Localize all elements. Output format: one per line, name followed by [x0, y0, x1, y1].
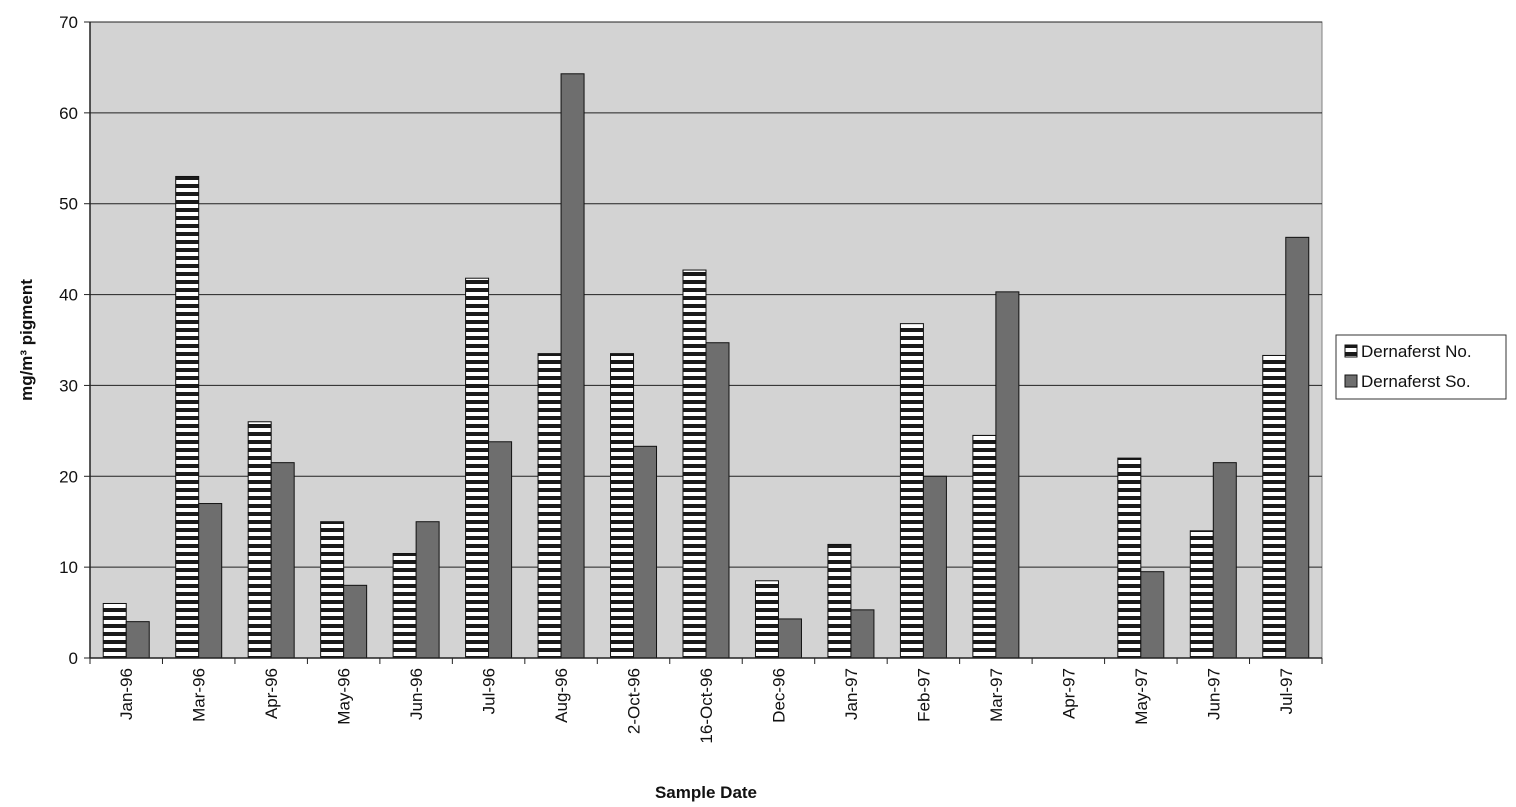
bar-dernaferst-so-9 — [777, 618, 802, 659]
bar-dernaferst-so-3 — [343, 584, 368, 659]
y-axis-title: mg/m³ pigment — [17, 279, 36, 401]
bar-dernaferst-so-1 — [198, 503, 223, 659]
y-tick-label: 50 — [59, 195, 78, 214]
legend-label-series-1: Dernaferst No. — [1361, 342, 1472, 361]
x-tick-label: Jun-96 — [407, 668, 426, 720]
y-tick-label: 10 — [59, 558, 78, 577]
x-tick-label: Jan-96 — [117, 668, 136, 720]
x-tick-label: May-97 — [1132, 668, 1151, 725]
bar-dernaferst-so-12 — [995, 291, 1020, 659]
x-tick-label: Mar-96 — [190, 668, 209, 722]
x-tick-labels: Jan-96 Mar-96 Apr-96 May-96 Jun-96 Jul-96 Aug-… — [117, 668, 1296, 744]
x-axis-title: Sample Date — [655, 783, 757, 802]
bar-dernaferst-so-5 — [488, 441, 513, 659]
gridlines — [90, 21, 1322, 568]
x-tick-label: Apr-96 — [262, 668, 281, 719]
bar-dernaferst-no-8 — [682, 269, 707, 659]
bar-dernaferst-so-16 — [1285, 236, 1310, 659]
x-tick-label: Dec-96 — [769, 668, 788, 723]
bar-dernaferst-no-7 — [610, 353, 635, 659]
legend-swatch-series-1 — [1344, 344, 1358, 358]
bar-dernaferst-so-6 — [560, 73, 585, 659]
bar-dernaferst-so-0 — [125, 621, 150, 659]
bar-dernaferst-no-14 — [1117, 457, 1142, 659]
legend-box — [1335, 334, 1507, 400]
axes — [84, 21, 1323, 664]
bar-dernaferst-no-1 — [175, 175, 200, 659]
x-tick-label: Jun-97 — [1204, 668, 1223, 720]
x-tick-label: Jul-97 — [1277, 668, 1296, 714]
bar-dernaferst-no-15 — [1189, 530, 1214, 659]
x-tick-label: Feb-97 — [914, 668, 933, 722]
x-tick-label: Aug-96 — [552, 668, 571, 723]
bar-dernaferst-so-14 — [1140, 571, 1165, 659]
bar-dernaferst-no-3 — [320, 521, 345, 659]
x-tick-label: Mar-97 — [987, 668, 1006, 722]
y-tick-label: 40 — [59, 286, 78, 305]
bar-dernaferst-so-7 — [633, 445, 658, 659]
bar-dernaferst-so-4 — [415, 521, 440, 659]
legend: Dernaferst No. Dernaferst So. — [1335, 334, 1507, 400]
bar-dernaferst-no-4 — [392, 553, 417, 659]
x-tick-label: 2-Oct-96 — [625, 668, 644, 734]
bar-dernaferst-no-2 — [247, 421, 272, 659]
x-tick-label: May-96 — [335, 668, 354, 725]
bar-dernaferst-no-16 — [1262, 354, 1287, 659]
y-tick-label: 30 — [59, 376, 78, 395]
bar-dernaferst-no-5 — [465, 277, 490, 659]
bar-dernaferst-no-12 — [972, 434, 997, 659]
y-tick-label: 70 — [59, 13, 78, 32]
legend-swatch-series-2 — [1344, 374, 1358, 388]
x-tick-label: 16-Oct-96 — [697, 668, 716, 744]
legend-label-series-2: Dernaferst So. — [1361, 372, 1471, 391]
bar-dernaferst-no-6 — [537, 353, 562, 659]
x-tick-label: Apr-97 — [1059, 668, 1078, 719]
bar-dernaferst-so-10 — [850, 609, 875, 659]
bar-dernaferst-no-11 — [899, 323, 924, 659]
y-tick-label: 60 — [59, 104, 78, 123]
y-tick-label: 0 — [69, 649, 78, 668]
bar-dernaferst-no-0 — [102, 602, 127, 659]
bar-dernaferst-no-9 — [754, 580, 779, 659]
bars — [102, 73, 1310, 659]
bar-dernaferst-no-10 — [827, 543, 852, 659]
bar-dernaferst-so-15 — [1212, 462, 1237, 659]
y-tick-labels: 0 10 20 30 40 50 60 70 — [59, 13, 78, 668]
bar-dernaferst-so-11 — [922, 475, 947, 659]
x-tick-label: Jul-96 — [480, 668, 499, 714]
bar-dernaferst-so-8 — [705, 342, 730, 659]
bar-dernaferst-so-2 — [270, 462, 295, 659]
y-tick-label: 20 — [59, 467, 78, 486]
x-tick-label: Jan-97 — [842, 668, 861, 720]
